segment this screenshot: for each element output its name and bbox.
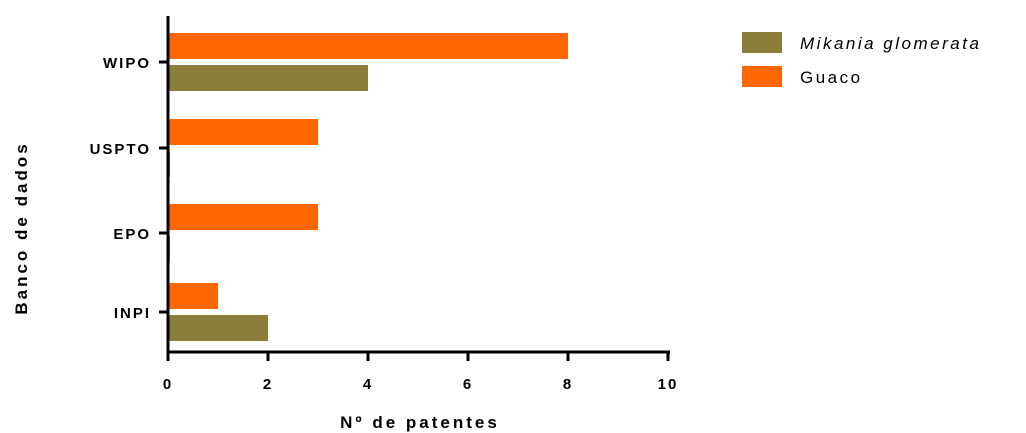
x-axis-title: Nº de patentes [340, 413, 500, 432]
y-tick-label-epo: EPO [113, 226, 151, 243]
bar-mikania-glomerata-wipo [168, 65, 368, 91]
legend: Mikania glomerata Guaco [742, 32, 981, 87]
legend-swatch-guaco [742, 66, 782, 87]
legend-label-mikania-glomerata: Mikania glomerata [800, 34, 981, 53]
x-tick-label-10: 10 [658, 376, 679, 393]
x-tick-label-0: 0 [163, 376, 173, 393]
legend-label-guaco: Guaco [800, 68, 863, 87]
axes-layer [166, 16, 670, 354]
x-tick-label-8: 8 [563, 376, 573, 393]
y-axis-title: Banco de dados [12, 141, 31, 314]
bar-mikania-glomerata-inpi [168, 315, 268, 341]
bar-guaco-epo [168, 204, 318, 230]
bar-guaco-wipo [168, 33, 568, 59]
x-tick-label-2: 2 [263, 376, 273, 393]
bar-guaco-uspto [168, 119, 318, 145]
bar-guaco-inpi [168, 283, 218, 309]
y-tick-label-wipo: WIPO [103, 55, 151, 72]
ticks-layer: WIPO USPTO EPO INPI 0 2 4 6 8 10 [90, 55, 679, 393]
y-tick-label-inpi: INPI [114, 305, 151, 322]
legend-swatch-mikania-glomerata [742, 32, 782, 53]
bars-layer [168, 33, 568, 341]
x-tick-label-4: 4 [363, 376, 373, 393]
x-tick-label-6: 6 [463, 376, 473, 393]
y-tick-label-uspto: USPTO [90, 141, 151, 158]
